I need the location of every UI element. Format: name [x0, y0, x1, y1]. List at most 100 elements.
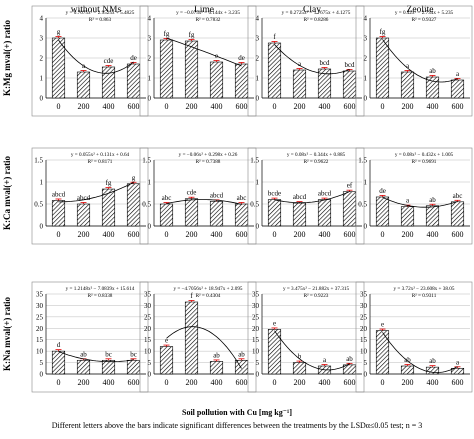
chart-panel: 0 0.5 1 1.5 de 0 a 200 ab 400 abc 600 y = 0.08x² − 0…	[355, 147, 473, 245]
significance-letter: e	[273, 319, 276, 327]
x-tick-label: 600	[452, 230, 464, 239]
bar	[400, 71, 415, 99]
x-tick-label: 400	[211, 102, 223, 111]
panel-frame	[139, 5, 257, 117]
x-tick-label: 600	[128, 378, 140, 387]
significance-letter: de	[379, 187, 386, 195]
x-tick-label: 0	[57, 378, 61, 387]
significance-letter: bcde	[268, 190, 281, 198]
bar	[159, 203, 174, 227]
significance-letter: ab	[429, 357, 436, 365]
y-tick-label: 15	[252, 336, 260, 344]
significance-letter: ab	[429, 196, 436, 204]
y-tick-label: 35	[36, 291, 44, 299]
significance-letter: abcd	[52, 190, 66, 198]
significance-letter: a	[406, 62, 410, 70]
y-tick-label: 0	[148, 223, 152, 231]
y-axis-label: K:Ca mval(+) ratio	[2, 155, 12, 230]
significance-letter: fg	[189, 31, 195, 39]
x-tick-label: 400	[319, 102, 331, 111]
trend-line	[274, 191, 350, 204]
bar	[342, 70, 357, 99]
significance-letter: ef	[347, 182, 353, 190]
x-tick-label: 0	[165, 378, 169, 387]
y-tick-label: 30	[360, 302, 368, 310]
trend-equation: y = 3.72x² − 23.608x + 38.05	[394, 286, 455, 292]
column-title: without NMs	[71, 5, 122, 15]
panel-frame	[31, 147, 149, 245]
significance-letter: e	[165, 337, 168, 345]
significance-letter: ab	[404, 356, 411, 364]
y-tick-label: 10	[360, 348, 368, 356]
x-tick-label: 600	[452, 102, 464, 111]
chart-panel: 0 0.5 1 1.5 abc 0 cde 200 abcd 400 abc 600 y = −0.06…	[139, 147, 257, 245]
x-tick-label: 0	[57, 102, 61, 111]
bar	[101, 359, 116, 375]
trend-line	[382, 39, 458, 83]
bar	[375, 37, 390, 99]
y-tick-label: 5	[364, 359, 368, 367]
x-tick-label: 400	[427, 102, 439, 111]
significance-letter: ab	[238, 350, 245, 358]
y-tick-label: 0	[148, 95, 152, 103]
y-tick-label: 1	[40, 179, 44, 187]
y-tick-label: 4	[256, 15, 260, 23]
trend-line	[382, 332, 458, 373]
bar	[375, 330, 390, 375]
bar	[126, 359, 141, 375]
x-tick-label: 200	[402, 102, 414, 111]
x-tick-label: 0	[57, 230, 61, 239]
trend-line	[274, 330, 350, 371]
y-tick-label: 1	[256, 75, 260, 83]
significance-letter: e	[381, 321, 384, 329]
x-tick-label: 0	[381, 230, 385, 239]
figure-note: Different letters above the bars indicat…	[51, 421, 423, 430]
y-tick-label: 1.5	[142, 157, 151, 165]
panel-grid: K:Mg mval(+) ratio01234g0a200cde400de600…	[2, 5, 473, 393]
x-tick-label: 600	[344, 378, 356, 387]
y-tick-label: 30	[252, 302, 260, 310]
significance-letter: a	[456, 70, 460, 78]
column-titles: without NMs Lime Clay Zeolite	[71, 5, 434, 15]
trend-r2: R² = 0.9691	[412, 159, 437, 165]
x-tick-label: 0	[273, 378, 277, 387]
y-tick-label: 25	[36, 313, 44, 321]
significance-letter: fg	[164, 30, 170, 38]
significance-letter: abcd	[318, 190, 332, 198]
bar	[292, 202, 307, 227]
x-tick-label: 200	[186, 230, 198, 239]
bar	[234, 63, 249, 99]
bar	[51, 350, 66, 375]
y-tick-label: 5	[40, 359, 44, 367]
bar	[184, 40, 199, 99]
y-axis-label: K:Na mval(+) ratio	[2, 296, 12, 371]
x-tick-label: 600	[344, 102, 356, 111]
x-tick-label: 0	[381, 378, 385, 387]
x-tick-label: 0	[273, 230, 277, 239]
y-tick-label: 0	[364, 95, 368, 103]
y-tick-label: 30	[144, 302, 152, 310]
y-tick-label: 20	[252, 325, 260, 333]
y-tick-label: 5	[256, 359, 260, 367]
y-tick-label: 0	[364, 371, 368, 379]
trend-line	[58, 351, 134, 363]
trend-r2: R² = 0.8338	[88, 293, 113, 299]
y-tick-label: 4	[40, 15, 44, 23]
significance-letter: bc	[105, 350, 112, 358]
y-tick-label: 0	[148, 371, 152, 379]
x-tick-label: 600	[344, 230, 356, 239]
y-tick-label: 3	[40, 35, 44, 43]
x-axis-label: Soil pollution with Cu [mg kg⁻¹]	[182, 408, 292, 417]
x-tick-label: 0	[381, 102, 385, 111]
bar	[375, 196, 390, 227]
y-tick-label: 15	[144, 336, 152, 344]
x-tick-label: 200	[294, 230, 306, 239]
panel-frame	[355, 281, 473, 393]
bar	[292, 362, 307, 375]
significance-letter: cde	[187, 189, 197, 197]
y-tick-label: 25	[252, 313, 260, 321]
trend-r2: R² = 0.9622	[304, 159, 329, 165]
y-tick-label: 20	[360, 325, 368, 333]
bar	[51, 37, 66, 99]
